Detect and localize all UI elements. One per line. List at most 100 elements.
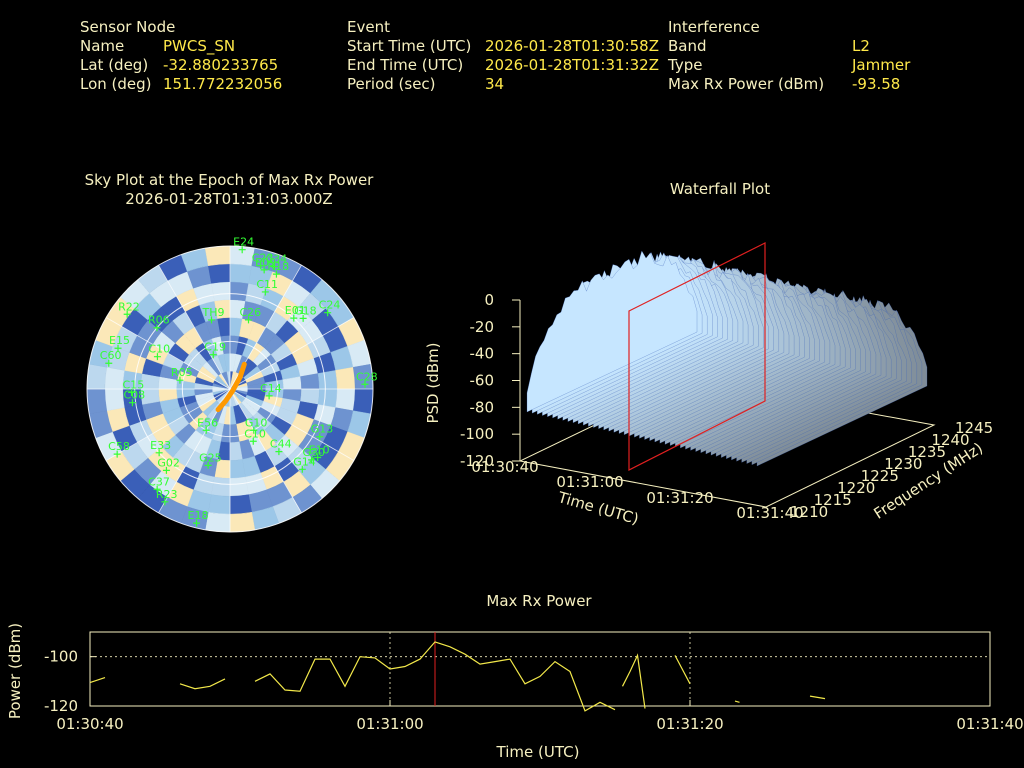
satellite-plus-icon <box>161 498 169 506</box>
waterfall-y-tick-label: 1220 <box>837 479 875 497</box>
satellite-label: R18 <box>267 260 289 273</box>
waterfall-x-tick-label: 01:31:20 <box>646 489 713 507</box>
satellite-marker: C11 <box>256 278 278 296</box>
satellite-marker: C10 <box>148 343 170 361</box>
satellite-plus-icon <box>245 316 253 324</box>
satellite-label: R22 <box>118 300 140 313</box>
interference-band-label: Band <box>668 37 707 55</box>
satellite-marker: G14 <box>293 455 316 473</box>
satellite-label: C34 <box>266 253 288 266</box>
satellite-label: R06 <box>148 314 170 327</box>
satellite-plus-icon <box>299 314 307 322</box>
satellite-label: C10 <box>244 427 266 440</box>
satellite-marker: C14 <box>260 382 282 400</box>
waterfall-y-tick-label: 1225 <box>861 467 899 485</box>
power-x-tick-label: 01:30:40 <box>56 715 123 733</box>
sky-azimuth-line <box>229 388 302 514</box>
satellite-marker: G25 <box>199 451 222 469</box>
satellite-label: C11 <box>256 278 278 291</box>
satellite-label: E33 <box>150 439 171 452</box>
satellite-plus-icon <box>176 376 184 384</box>
satellite-label: C14 <box>260 382 282 395</box>
satellite-label: C23 <box>252 252 274 265</box>
sensor-lat-label: Lat (deg) <box>80 56 149 74</box>
satellite-marker: G30 <box>303 446 326 464</box>
satellite-label: G30 <box>303 446 326 459</box>
power-series-line <box>809 695 826 700</box>
satellite-label: E24 <box>233 236 254 249</box>
satellite-plus-icon <box>193 519 201 527</box>
satellite-plus-icon <box>298 465 306 473</box>
satellite-marker: R18 <box>267 260 289 278</box>
waterfall-title: Waterfall Plot <box>669 180 771 198</box>
satellite-plus-icon <box>202 426 210 434</box>
satellite-marker: C44 <box>270 438 292 456</box>
satellite-marker: E15 <box>109 334 130 352</box>
waterfall-z-tick-label: -40 <box>470 345 495 363</box>
power-x-axis-label: Time (UTC) <box>496 743 580 761</box>
interference-type-value: Jammer <box>852 56 911 74</box>
satellite-label: G14 <box>293 455 316 468</box>
satellite-marker: C15 <box>123 378 145 396</box>
satellite-plus-icon <box>238 246 246 254</box>
event-start-value: 2026-01-28T01:30:58Z <box>485 37 659 55</box>
satellite-plus-icon <box>204 461 212 469</box>
power-grid <box>90 632 990 706</box>
satellite-plus-icon <box>272 270 280 278</box>
satellite-marker: C37 <box>148 475 170 493</box>
satellite-plus-icon <box>162 466 170 474</box>
sensor-lat-value: -32.880233765 <box>163 56 279 74</box>
power-series-line <box>179 678 226 690</box>
satellite-marker: E24 <box>233 236 254 254</box>
satellite-marker: G18 <box>294 304 317 322</box>
satellite-label: G02 <box>157 456 180 469</box>
power-x-tick-label: 01:31:00 <box>356 715 423 733</box>
event-period-value: 34 <box>485 75 505 93</box>
satellite-plus-icon <box>113 450 121 458</box>
max-rx-power-label: Max Rx Power (dBm) <box>668 75 825 93</box>
sky-plot-grid <box>86 245 374 533</box>
satellite-label: C26 <box>240 306 262 319</box>
satellite-marker: E18 <box>188 509 209 527</box>
sensor-node-heading: Sensor Node <box>80 18 176 36</box>
waterfall-y-tick-label: 1235 <box>908 443 946 461</box>
sky-azimuth-line <box>105 388 231 461</box>
power-x-tick-label: 01:31:40 <box>956 715 1023 733</box>
satellite-label: E10 <box>309 443 330 456</box>
satellite-plus-icon <box>123 310 131 318</box>
waterfall-z-tick-label: 0 <box>484 291 494 309</box>
satellite-plus-icon <box>257 262 265 270</box>
sky-azimuth-line <box>158 264 231 390</box>
sensor-name-value: PWCS_SN <box>163 37 236 55</box>
satellite-marker: G10 <box>245 416 267 434</box>
waterfall-y-tick-label: 1215 <box>814 491 852 509</box>
satellite-label: C15 <box>123 378 145 391</box>
satellite-plus-icon <box>261 288 269 296</box>
waterfall-y-tick-label: 1245 <box>955 419 993 437</box>
satellite-marker: C34 <box>266 253 288 271</box>
sky-plot-background <box>86 245 374 533</box>
satellite-label: TH9 <box>201 306 224 319</box>
waterfall-y-tick-label: 1240 <box>931 431 969 449</box>
satellite-plus-icon <box>250 426 258 434</box>
satellite-plus-icon <box>249 437 257 445</box>
sky-azimuth-line <box>229 317 355 390</box>
satellite-marker: C26 <box>240 306 262 324</box>
sensor-lon-label: Lon (deg) <box>80 75 152 93</box>
satellite-label: E01 <box>285 304 306 317</box>
satellite-plus-icon <box>128 388 136 396</box>
satellite-plus-icon <box>153 485 161 493</box>
waterfall-z-tick-label: -20 <box>470 318 495 336</box>
satellite-plus-icon <box>314 453 322 461</box>
satellite-plus-icon <box>207 316 215 324</box>
power-y-axis-label: Power (dBm) <box>6 623 24 719</box>
satellite-plus-icon <box>275 448 283 456</box>
satellite-plus-icon <box>271 263 279 271</box>
satellite-marker: C28 <box>356 370 378 388</box>
satellite-label: C24 <box>319 299 341 312</box>
satellite-plus-icon <box>260 266 268 274</box>
satellite-label: C58 <box>108 440 130 453</box>
satellite-plus-icon <box>153 353 161 361</box>
sky-azimuth-line <box>229 388 355 461</box>
